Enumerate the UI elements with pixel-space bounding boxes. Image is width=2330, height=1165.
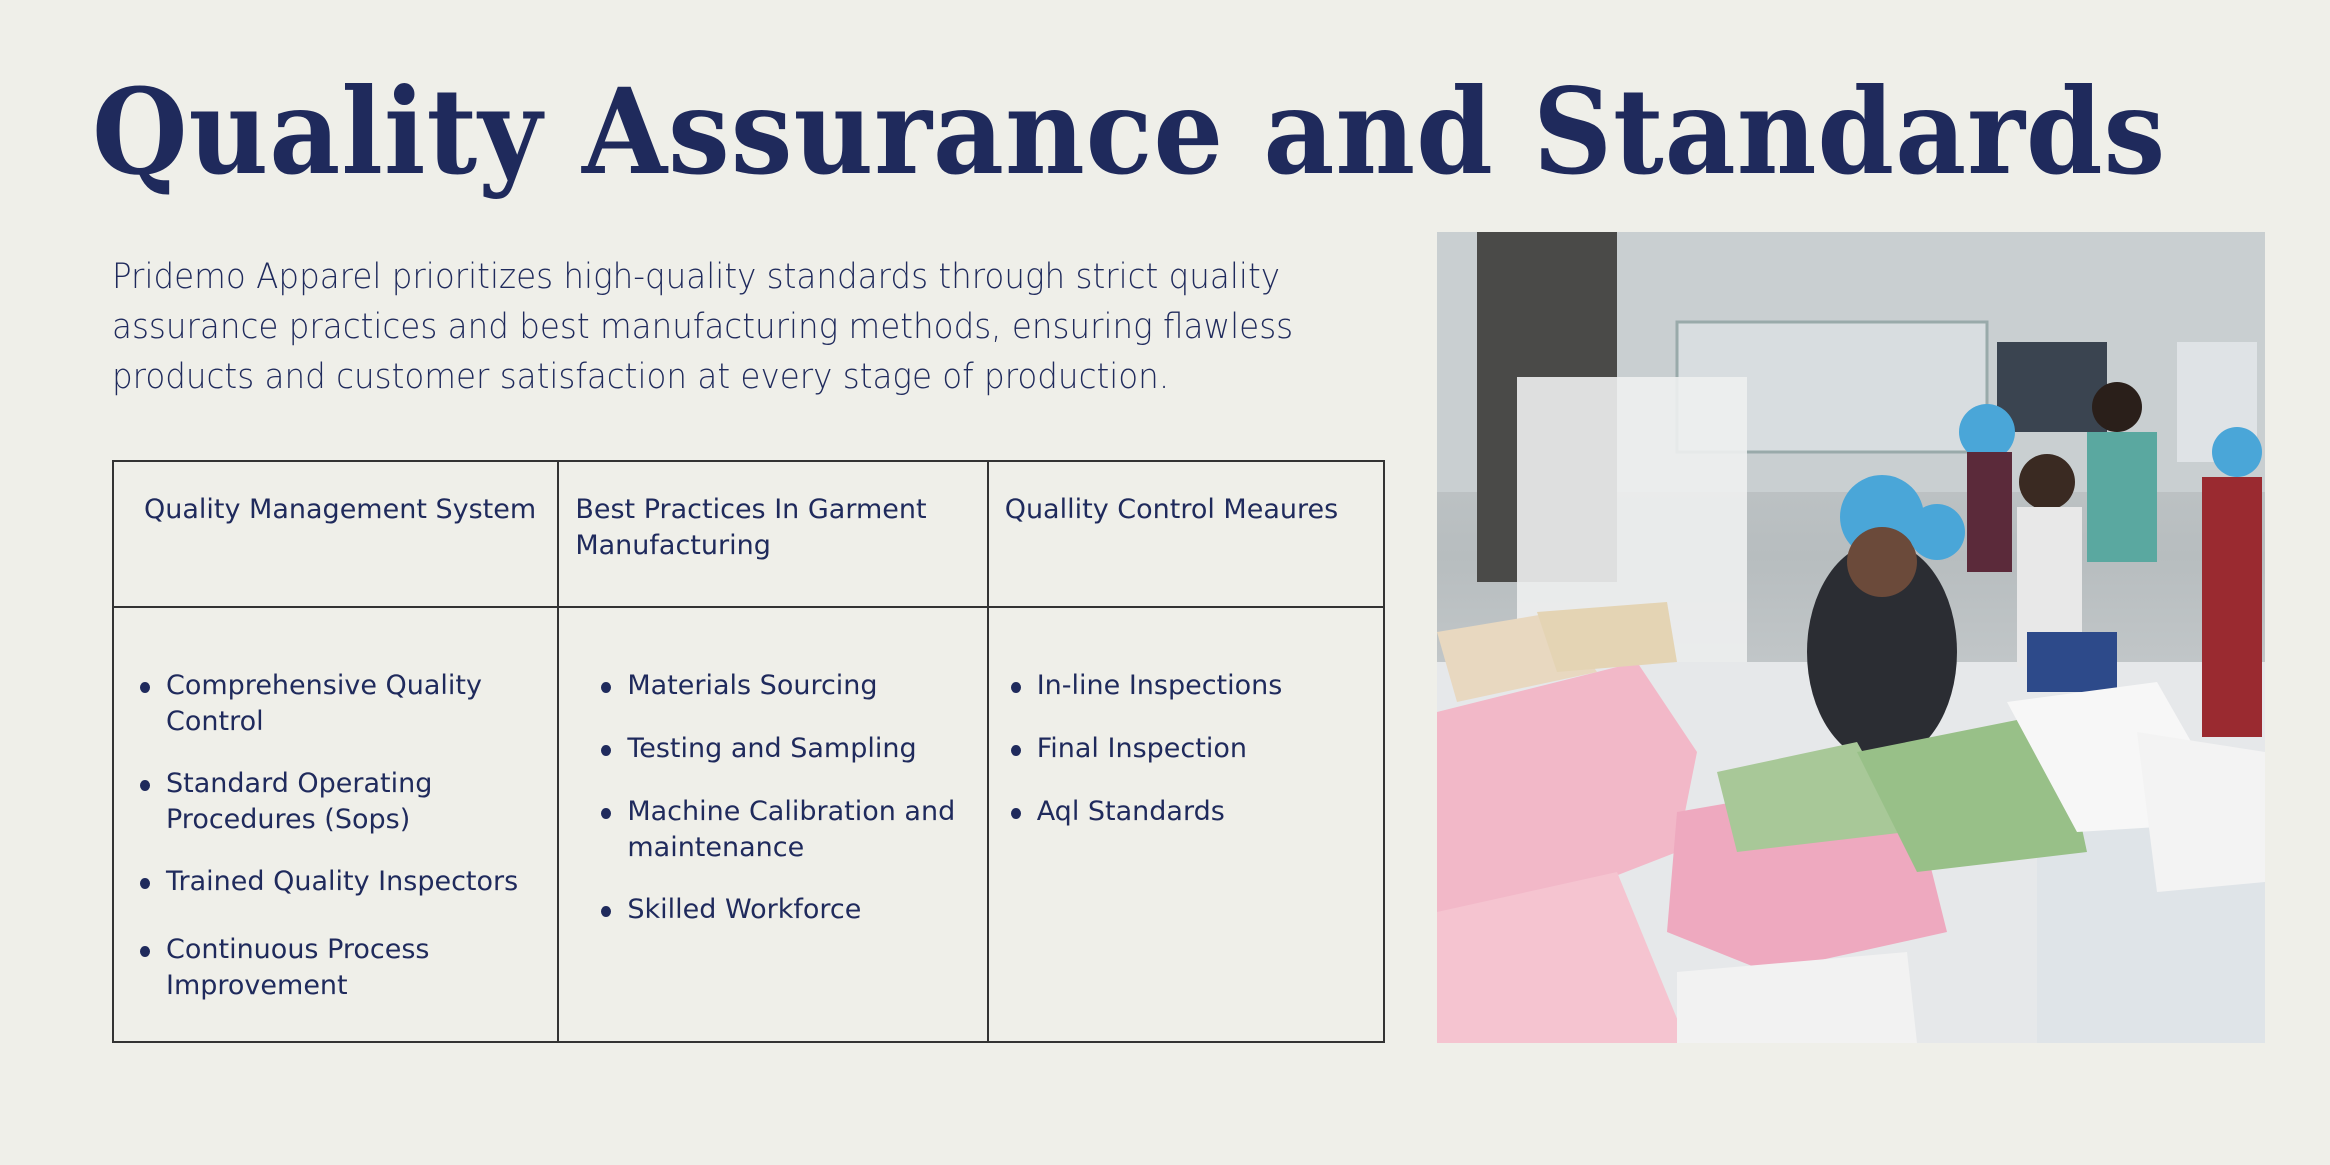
table-row: Comprehensive Quality Control Standard O… (111, 606, 1386, 1043)
list-item: Final Inspection (1007, 731, 1373, 767)
list-item: Standard Operating Procedures (Sops) (136, 766, 547, 838)
factory-scene-image (1437, 232, 2265, 1043)
column-quality-control: In-line Inspections Final Inspection Aql… (986, 606, 1386, 1043)
list-item: Testing and Sampling (597, 731, 976, 767)
header-best-practices: Best Practices In Garment Manufacturing (557, 460, 989, 608)
page-title: Quality Assurance and Standards (92, 62, 2167, 201)
column-best-practices: Materials Sourcing Testing and Sampling … (557, 606, 989, 1043)
table-header-row: Quality Management System Best Practices… (111, 460, 1386, 608)
list-item: Aql Standards (1007, 794, 1373, 830)
list-item: Comprehensive Quality Control (136, 668, 547, 740)
list-item: In-line Inspections (1007, 668, 1373, 704)
header-quality-management: Quality Management System (111, 460, 560, 608)
quality-table: Quality Management System Best Practices… (111, 460, 1386, 1043)
list-item: Machine Calibration and maintenance (597, 794, 976, 866)
garment-factory-photo (1437, 232, 2265, 1043)
intro-paragraph: Pridemo Apparel prioritizes high-quality… (112, 257, 1294, 397)
list-item: Continuous Process Improvement (136, 932, 547, 1004)
list-item: Trained Quality Inspectors (136, 864, 547, 900)
column-quality-management: Comprehensive Quality Control Standard O… (111, 606, 560, 1043)
header-quality-control: Quallity Control Meaures (986, 460, 1386, 608)
list-item: Materials Sourcing (597, 668, 976, 704)
list-item: Skilled Workforce (597, 892, 976, 928)
